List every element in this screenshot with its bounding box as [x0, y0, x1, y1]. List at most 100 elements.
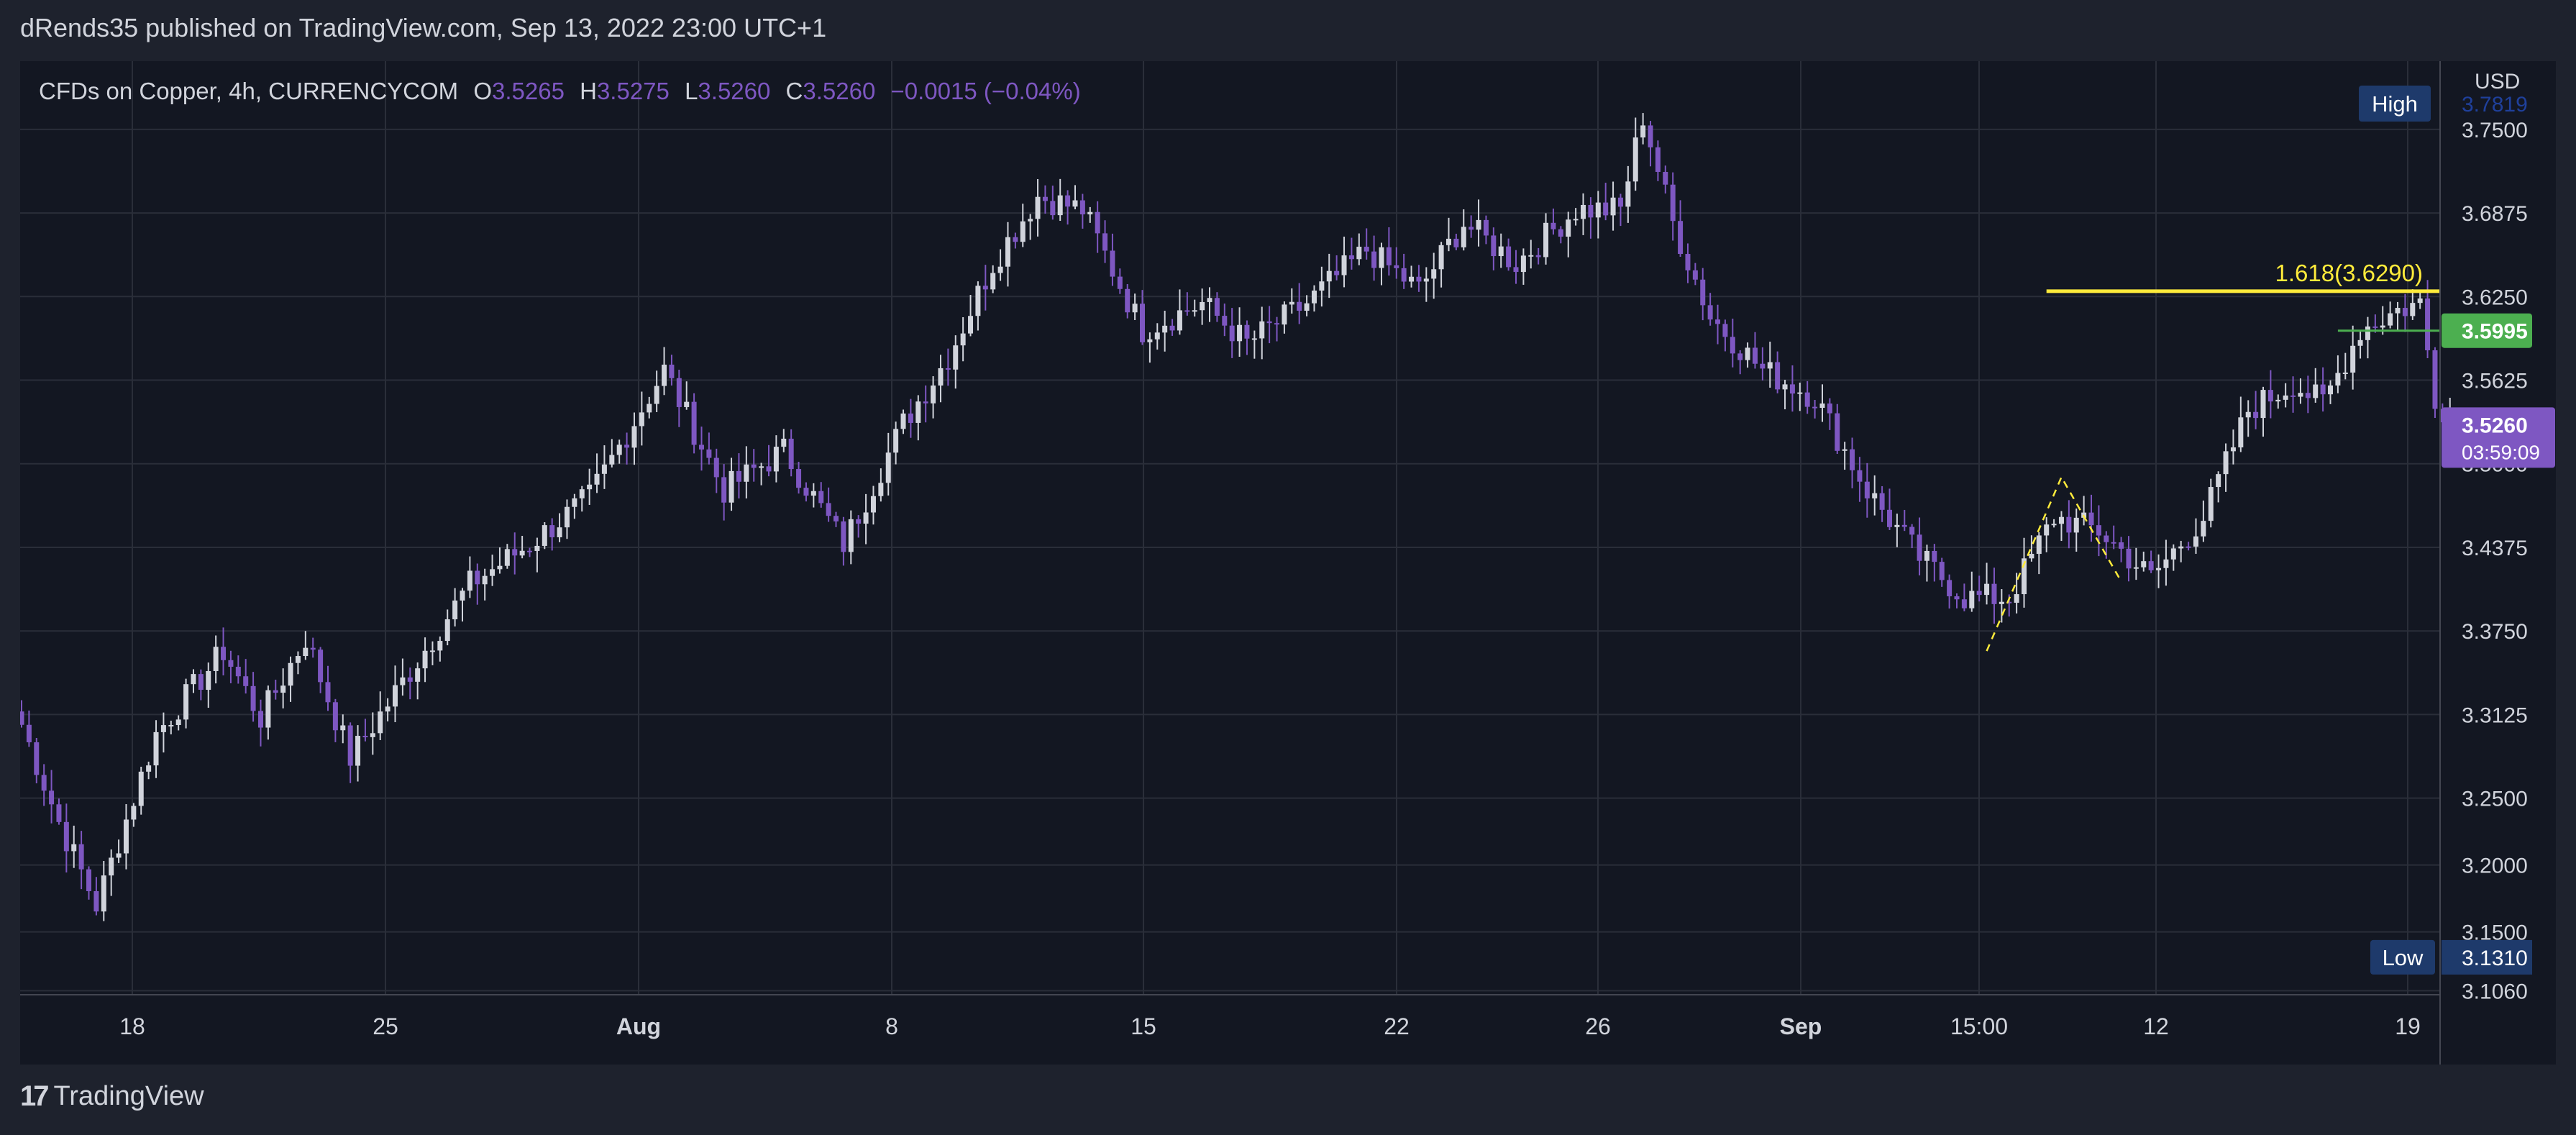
- candle-body: [1894, 524, 1900, 527]
- y-tick-label: 3.3750: [2462, 620, 2528, 644]
- y-tick-label: 3.4375: [2462, 537, 2528, 560]
- candle-body: [1617, 197, 1623, 207]
- brand-name: TradingView: [53, 1081, 204, 1111]
- candle-body: [385, 706, 390, 712]
- candle-body: [1969, 591, 1975, 608]
- y-tick-label: 3.6875: [2462, 202, 2528, 226]
- candle-body: [557, 527, 562, 537]
- candle-body: [1797, 392, 1803, 394]
- candle-body: [1311, 290, 1317, 304]
- candle-body: [1379, 247, 1384, 268]
- candle-body: [938, 368, 944, 386]
- price-badges: 3.7819 High Low 3.1310 3.5995 3.5260 03:…: [2359, 86, 2555, 975]
- candle-body: [856, 519, 862, 524]
- candle-body: [915, 401, 921, 423]
- candle-body: [183, 684, 189, 720]
- candle-body: [1685, 254, 1691, 270]
- candle-body: [706, 449, 712, 458]
- candle-body: [594, 473, 600, 485]
- price-chart[interactable]: 1.618(3.6290) USD 3.7500 3.6875 3.6250 3.56…: [20, 61, 2556, 1065]
- symbol-name[interactable]: CFDs on Copper, 4h, CURRENCYCOM: [39, 78, 459, 104]
- candle-body: [1498, 246, 1504, 257]
- candle-body: [1304, 303, 1310, 311]
- candle-body: [1251, 338, 1257, 340]
- candle-body: [564, 506, 570, 528]
- candle-body: [781, 438, 787, 447]
- tradingview-footer[interactable]: 17 TradingView: [20, 1080, 204, 1113]
- candle-body: [1722, 324, 1728, 337]
- candle-body: [1394, 265, 1399, 268]
- candle-body: [1730, 337, 1735, 354]
- candle-body: [228, 660, 234, 667]
- candle-body: [803, 488, 809, 496]
- candle-body: [1386, 247, 1392, 265]
- candle-body: [1431, 269, 1437, 279]
- candle-body: [773, 447, 779, 472]
- candle-body: [378, 711, 383, 734]
- candle-body: [2372, 326, 2378, 328]
- candle-body: [788, 438, 794, 470]
- candle-body: [1282, 304, 1287, 325]
- candle-body: [2096, 525, 2101, 536]
- candle-body: [1341, 255, 1347, 275]
- candle-body: [2163, 559, 2169, 568]
- candle-body: [1050, 201, 1056, 216]
- last-price-value: 3.5260: [2462, 414, 2528, 437]
- candle-body: [86, 869, 92, 891]
- low-label: Low: [2383, 945, 2424, 970]
- candle-body: [1319, 281, 1325, 291]
- x-tick-label: 12: [2143, 1013, 2169, 1039]
- candle-body: [26, 724, 32, 743]
- candle-body: [2230, 447, 2236, 452]
- x-tick-label: 18: [119, 1013, 145, 1039]
- candle-body: [1775, 362, 1781, 390]
- candle-body: [2223, 451, 2229, 475]
- candle-body: [1842, 449, 1847, 451]
- candle-body: [1917, 534, 1922, 561]
- candle-body: [1954, 596, 1960, 600]
- candle-body: [2111, 542, 2116, 544]
- candle-body: [639, 412, 644, 427]
- candle-body: [2178, 546, 2184, 549]
- candle-body: [123, 819, 129, 854]
- candle-body: [893, 429, 899, 453]
- candle-body: [2298, 393, 2303, 397]
- candle-body: [1752, 347, 1758, 364]
- candle-body: [647, 404, 652, 413]
- candle-body: [198, 674, 204, 690]
- wave-pattern-line[interactable]: [1986, 475, 2122, 652]
- drawings[interactable]: 1.618(3.6290): [1986, 260, 2440, 652]
- candle-body: [2029, 554, 2034, 559]
- candle-body: [1229, 325, 1235, 342]
- candle-body: [1588, 204, 1594, 218]
- candle-body: [1401, 268, 1407, 282]
- candle-body: [2186, 546, 2191, 548]
- candle-body: [116, 853, 122, 858]
- candle-body: [631, 426, 637, 448]
- candle-body: [415, 668, 421, 682]
- candle-body: [1610, 197, 1616, 216]
- candle-body: [400, 677, 406, 685]
- candle-body: [1707, 305, 1713, 320]
- candle-body: [1789, 384, 1795, 394]
- candle-body: [1581, 204, 1586, 219]
- candle-body: [848, 519, 854, 552]
- candle-body: [1371, 251, 1377, 268]
- candle-body: [1476, 219, 1481, 230]
- y-axis-ticks[interactable]: 3.75003.68753.62503.56253.50003.43753.37…: [2462, 119, 2528, 1004]
- candle-body: [2253, 411, 2259, 419]
- candle-body: [355, 736, 361, 766]
- candle-body: [923, 401, 928, 404]
- candle-body: [669, 364, 675, 378]
- candle-body: [1603, 202, 1609, 216]
- high-value: 3.7819: [2462, 93, 2528, 117]
- candle-body: [1678, 221, 1684, 255]
- candle-body: [1566, 219, 1571, 237]
- candle-body: [1648, 125, 1653, 147]
- chart-panel[interactable]: 1.618(3.6290) USD 3.7500 3.6875 3.6250 3.56…: [20, 61, 2556, 1065]
- candle-body: [587, 484, 593, 490]
- candle-body: [109, 857, 114, 876]
- candle-body: [1147, 339, 1153, 342]
- x-axis-ticks[interactable]: 18 25 Aug 8 15 22 26 Sep 15:00 12 19: [119, 1013, 2421, 1039]
- candle-body: [968, 316, 974, 334]
